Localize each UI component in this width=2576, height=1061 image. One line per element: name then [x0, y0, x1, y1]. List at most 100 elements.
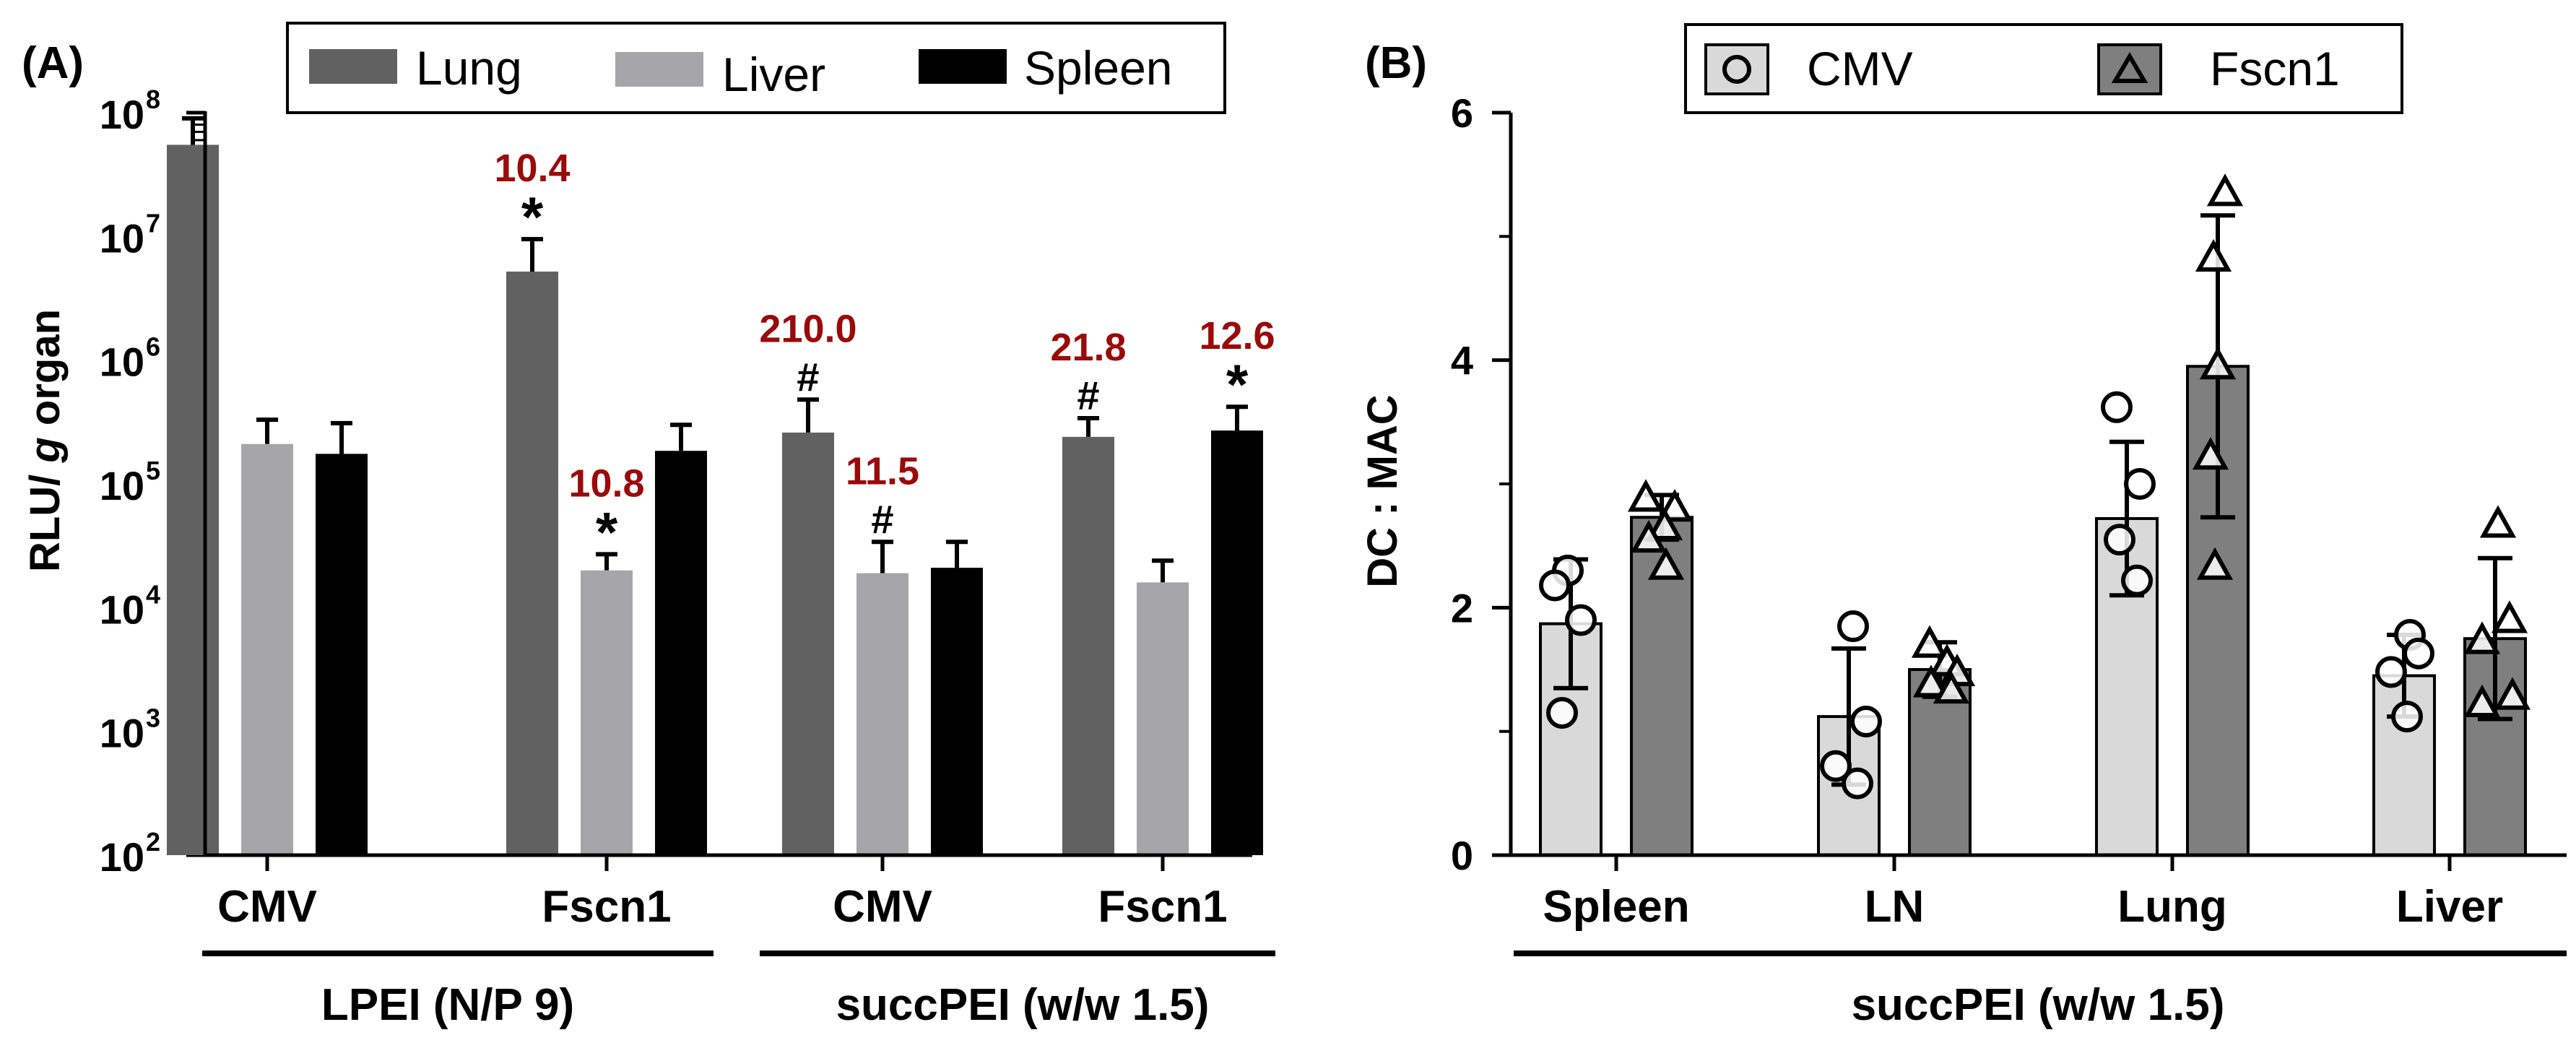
data-point-cmv — [2101, 391, 2133, 423]
legend-a-label-lung: Lung — [416, 41, 522, 95]
legend-b: CMV Fscn1 — [1684, 23, 2403, 114]
bar-a-spleen — [316, 454, 368, 855]
panel-b: (B) CMV Fscn1 DC : MAC 0 2 4 6 Spleen LN Lu… — [1359, 23, 2567, 1030]
y-tick-label-b-3: 6 — [1451, 90, 1473, 136]
y-tick-exp-a-0: 2 — [146, 827, 160, 857]
y-tick-label-a-6: 10 — [100, 92, 144, 137]
legend-a-label-spleen: Spleen — [1024, 41, 1173, 95]
fold-change-label-a-3: 11.5 — [846, 449, 919, 493]
data-point-fscn1 — [2479, 505, 2517, 538]
data-point-cmv — [2375, 656, 2407, 688]
data-point-cmv — [2124, 468, 2156, 500]
y-tick-exp-a-3: 5 — [146, 456, 160, 485]
significance-symbol-a-5: * — [1226, 352, 1249, 416]
legend-a-swatch-lung — [309, 49, 397, 84]
y-tick-label-a-2: 10 — [100, 586, 144, 632]
data-point-fscn1 — [2199, 347, 2237, 380]
group-label-a-1: succPEI (w/w 1.5) — [836, 980, 1210, 1030]
data-point-fscn1 — [1912, 664, 1950, 698]
y-tick-label-a-5: 10 — [100, 215, 144, 261]
data-point-fscn1 — [2494, 677, 2531, 710]
y-tick-exp-a-1: 3 — [146, 703, 160, 733]
significance-symbol-a-4: # — [1077, 373, 1099, 418]
legend-b-swatch-cmv — [1704, 43, 1769, 95]
bar-a-liver — [1137, 582, 1189, 855]
y-tick-exp-a-2: 4 — [146, 579, 160, 609]
bar-a-spleen — [931, 568, 983, 855]
legend-a-swatch-spleen — [919, 49, 1007, 84]
data-point-fscn1 — [2192, 437, 2229, 470]
bar-a-lung — [506, 271, 558, 855]
category-label-b-3: Liver — [2396, 882, 2503, 932]
fold-change-label-a-1: 10.8 — [568, 462, 644, 505]
y-tick-label-b-2: 4 — [1451, 338, 1473, 384]
data-point-fscn1 — [1646, 507, 1683, 540]
data-point-cmv — [1565, 604, 1597, 636]
bar-a-spleen — [1211, 430, 1263, 855]
legend-a: Lung Liver Spleen — [286, 22, 1226, 114]
significance-symbol-a-2: # — [797, 354, 819, 399]
bar-a-lung — [167, 144, 219, 856]
fold-change-label-a-2: 210.0 — [759, 307, 857, 350]
panel-a: (A) Lung Liver Spleen RLU/ g organ 10 210… — [22, 22, 1275, 1030]
category-label-b-0: Spleen — [1543, 882, 1689, 932]
legend-b-label-cmv: CMV — [1807, 42, 1913, 95]
significance-symbol-a-1: * — [596, 500, 618, 563]
y-axis-label-a: RLU/ g organ — [22, 309, 69, 572]
data-point-fscn1 — [1627, 479, 1665, 512]
panel-b-label: (B) — [1365, 38, 1427, 88]
fold-change-label-a-5: 12.6 — [1199, 314, 1275, 358]
bar-a-lung — [782, 432, 834, 855]
y-axis-label-b: DC : MAC — [1359, 394, 1406, 587]
data-point-fscn1 — [2463, 684, 2501, 717]
data-point-fscn1 — [1933, 670, 1970, 704]
data-point-fscn1 — [2491, 600, 2528, 633]
data-point-cmv — [2403, 637, 2434, 670]
panel-a-label: (A) — [22, 38, 84, 88]
y-tick-exp-a-5: 7 — [146, 208, 160, 238]
y-tick-label-a-4: 10 — [100, 339, 144, 385]
y-tick-label-b-0: 0 — [1451, 833, 1473, 878]
bar-a-liver — [857, 573, 908, 855]
data-point-fscn1 — [1911, 625, 1948, 658]
data-point-fscn1 — [1647, 547, 1685, 580]
data-point-fscn1 — [2206, 173, 2244, 207]
data-point-fscn1 — [1630, 519, 1668, 553]
legend-a-swatch-liver — [615, 52, 703, 87]
data-point-cmv — [1539, 569, 1571, 602]
data-point-cmv — [2391, 701, 2423, 733]
bar-a-lung — [1062, 436, 1114, 855]
category-label-a-0: CMV — [217, 882, 317, 932]
data-point-cmv — [1820, 750, 1852, 782]
data-point-fscn1 — [2195, 238, 2232, 272]
legend-b-label-fscn1: Fscn1 — [2210, 42, 2340, 95]
category-label-a-2: CMV — [833, 882, 932, 932]
data-point-fscn1 — [2463, 621, 2501, 654]
legend-a-frame — [286, 22, 1226, 114]
legend-b-circle-icon — [1722, 55, 1751, 84]
y-tick-label-a-0: 10 — [100, 834, 144, 880]
data-point-cmv — [1837, 610, 1869, 643]
data-point-cmv — [1546, 696, 1578, 729]
category-label-a-3: Fscn1 — [1098, 882, 1227, 932]
y-tick-exp-a-4: 6 — [146, 332, 160, 362]
group-label-b: succPEI (w/w 1.5) — [1852, 980, 2225, 1030]
y-tick-label-a-3: 10 — [100, 463, 144, 508]
fold-change-label-a-0: 10.4 — [494, 147, 570, 190]
legend-a-label-liver: Liver — [722, 48, 825, 101]
category-label-b-2: Lung — [2117, 882, 2227, 932]
y-tick-exp-a-6: 8 — [146, 85, 160, 114]
data-point-cmv — [2104, 524, 2135, 556]
y-tick-label-a-1: 10 — [100, 711, 144, 756]
category-label-b-1: LN — [1865, 882, 1925, 932]
significance-symbol-a-3: # — [871, 496, 893, 542]
bar-a-liver — [241, 443, 293, 855]
legend-b-triangle-icon — [2111, 52, 2148, 83]
data-point-cmv — [1842, 767, 1873, 800]
significance-symbol-a-0: * — [521, 185, 544, 248]
legend-b-frame — [1684, 23, 2403, 114]
bar-a-liver — [581, 570, 633, 855]
fold-change-label-a-4: 21.8 — [1050, 326, 1126, 369]
data-point-fscn1 — [2196, 547, 2234, 580]
